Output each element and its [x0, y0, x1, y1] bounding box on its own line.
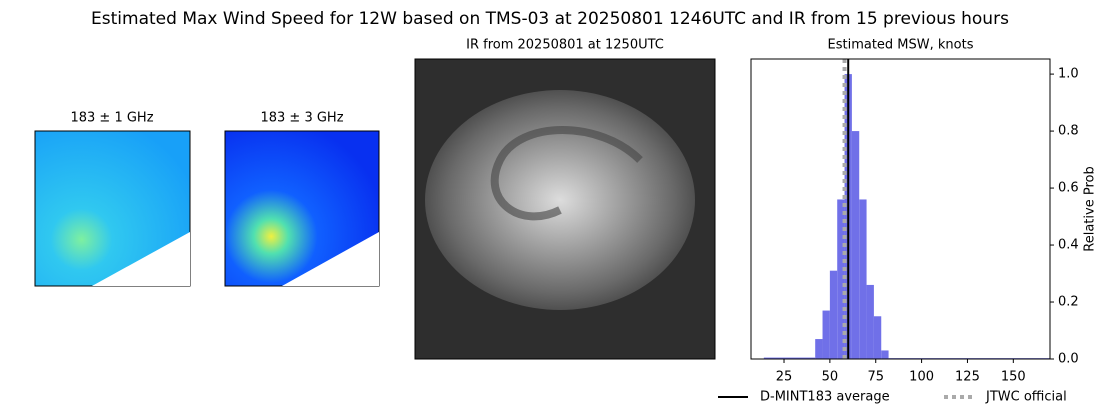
- panel-title: IR from 20250801 at 1250UTC: [466, 38, 664, 53]
- y-tick-label: 0.8: [1058, 124, 1079, 139]
- y-tick-label: 0.2: [1058, 295, 1079, 310]
- bar: [837, 199, 845, 359]
- figure-title: Estimated Max Wind Speed for 12W based o…: [91, 9, 1009, 29]
- plot-frame: [750, 58, 1051, 360]
- y-axis-label: Relative Prob: [1083, 166, 1098, 251]
- x-tick-label: 75: [867, 370, 884, 385]
- x-tick-label: 25: [776, 370, 793, 385]
- legend-label: JTWC official: [985, 390, 1067, 405]
- bar: [851, 131, 860, 359]
- bar: [763, 357, 816, 359]
- x-tick-label: 50: [822, 370, 839, 385]
- no-data-wedge: [92, 232, 190, 286]
- bar: [829, 270, 838, 359]
- no-data-wedge: [282, 232, 379, 286]
- legend-label: D-MINT183 average: [760, 390, 890, 405]
- bar: [815, 339, 823, 359]
- y-tick-label: 0.0: [1058, 352, 1079, 367]
- x-tick-label: 100: [909, 370, 934, 385]
- bar: [866, 284, 874, 359]
- storm-cloud: [425, 90, 695, 310]
- bar: [873, 316, 882, 359]
- chart-title: Estimated MSW, knots: [828, 38, 974, 53]
- x-tick-label: 125: [955, 370, 980, 385]
- panel-title: 183 ± 3 GHz: [260, 111, 343, 126]
- bar: [859, 199, 867, 359]
- y-tick-label: 0.4: [1058, 238, 1079, 253]
- spiral-band: [490, 126, 643, 221]
- bar: [822, 310, 830, 359]
- bar: [881, 350, 889, 359]
- x-tick-label: 150: [1001, 370, 1026, 385]
- y-tick-label: 0.6: [1058, 181, 1079, 196]
- panel-title: 183 ± 1 GHz: [70, 111, 153, 126]
- y-tick-label: 1.0: [1058, 67, 1079, 82]
